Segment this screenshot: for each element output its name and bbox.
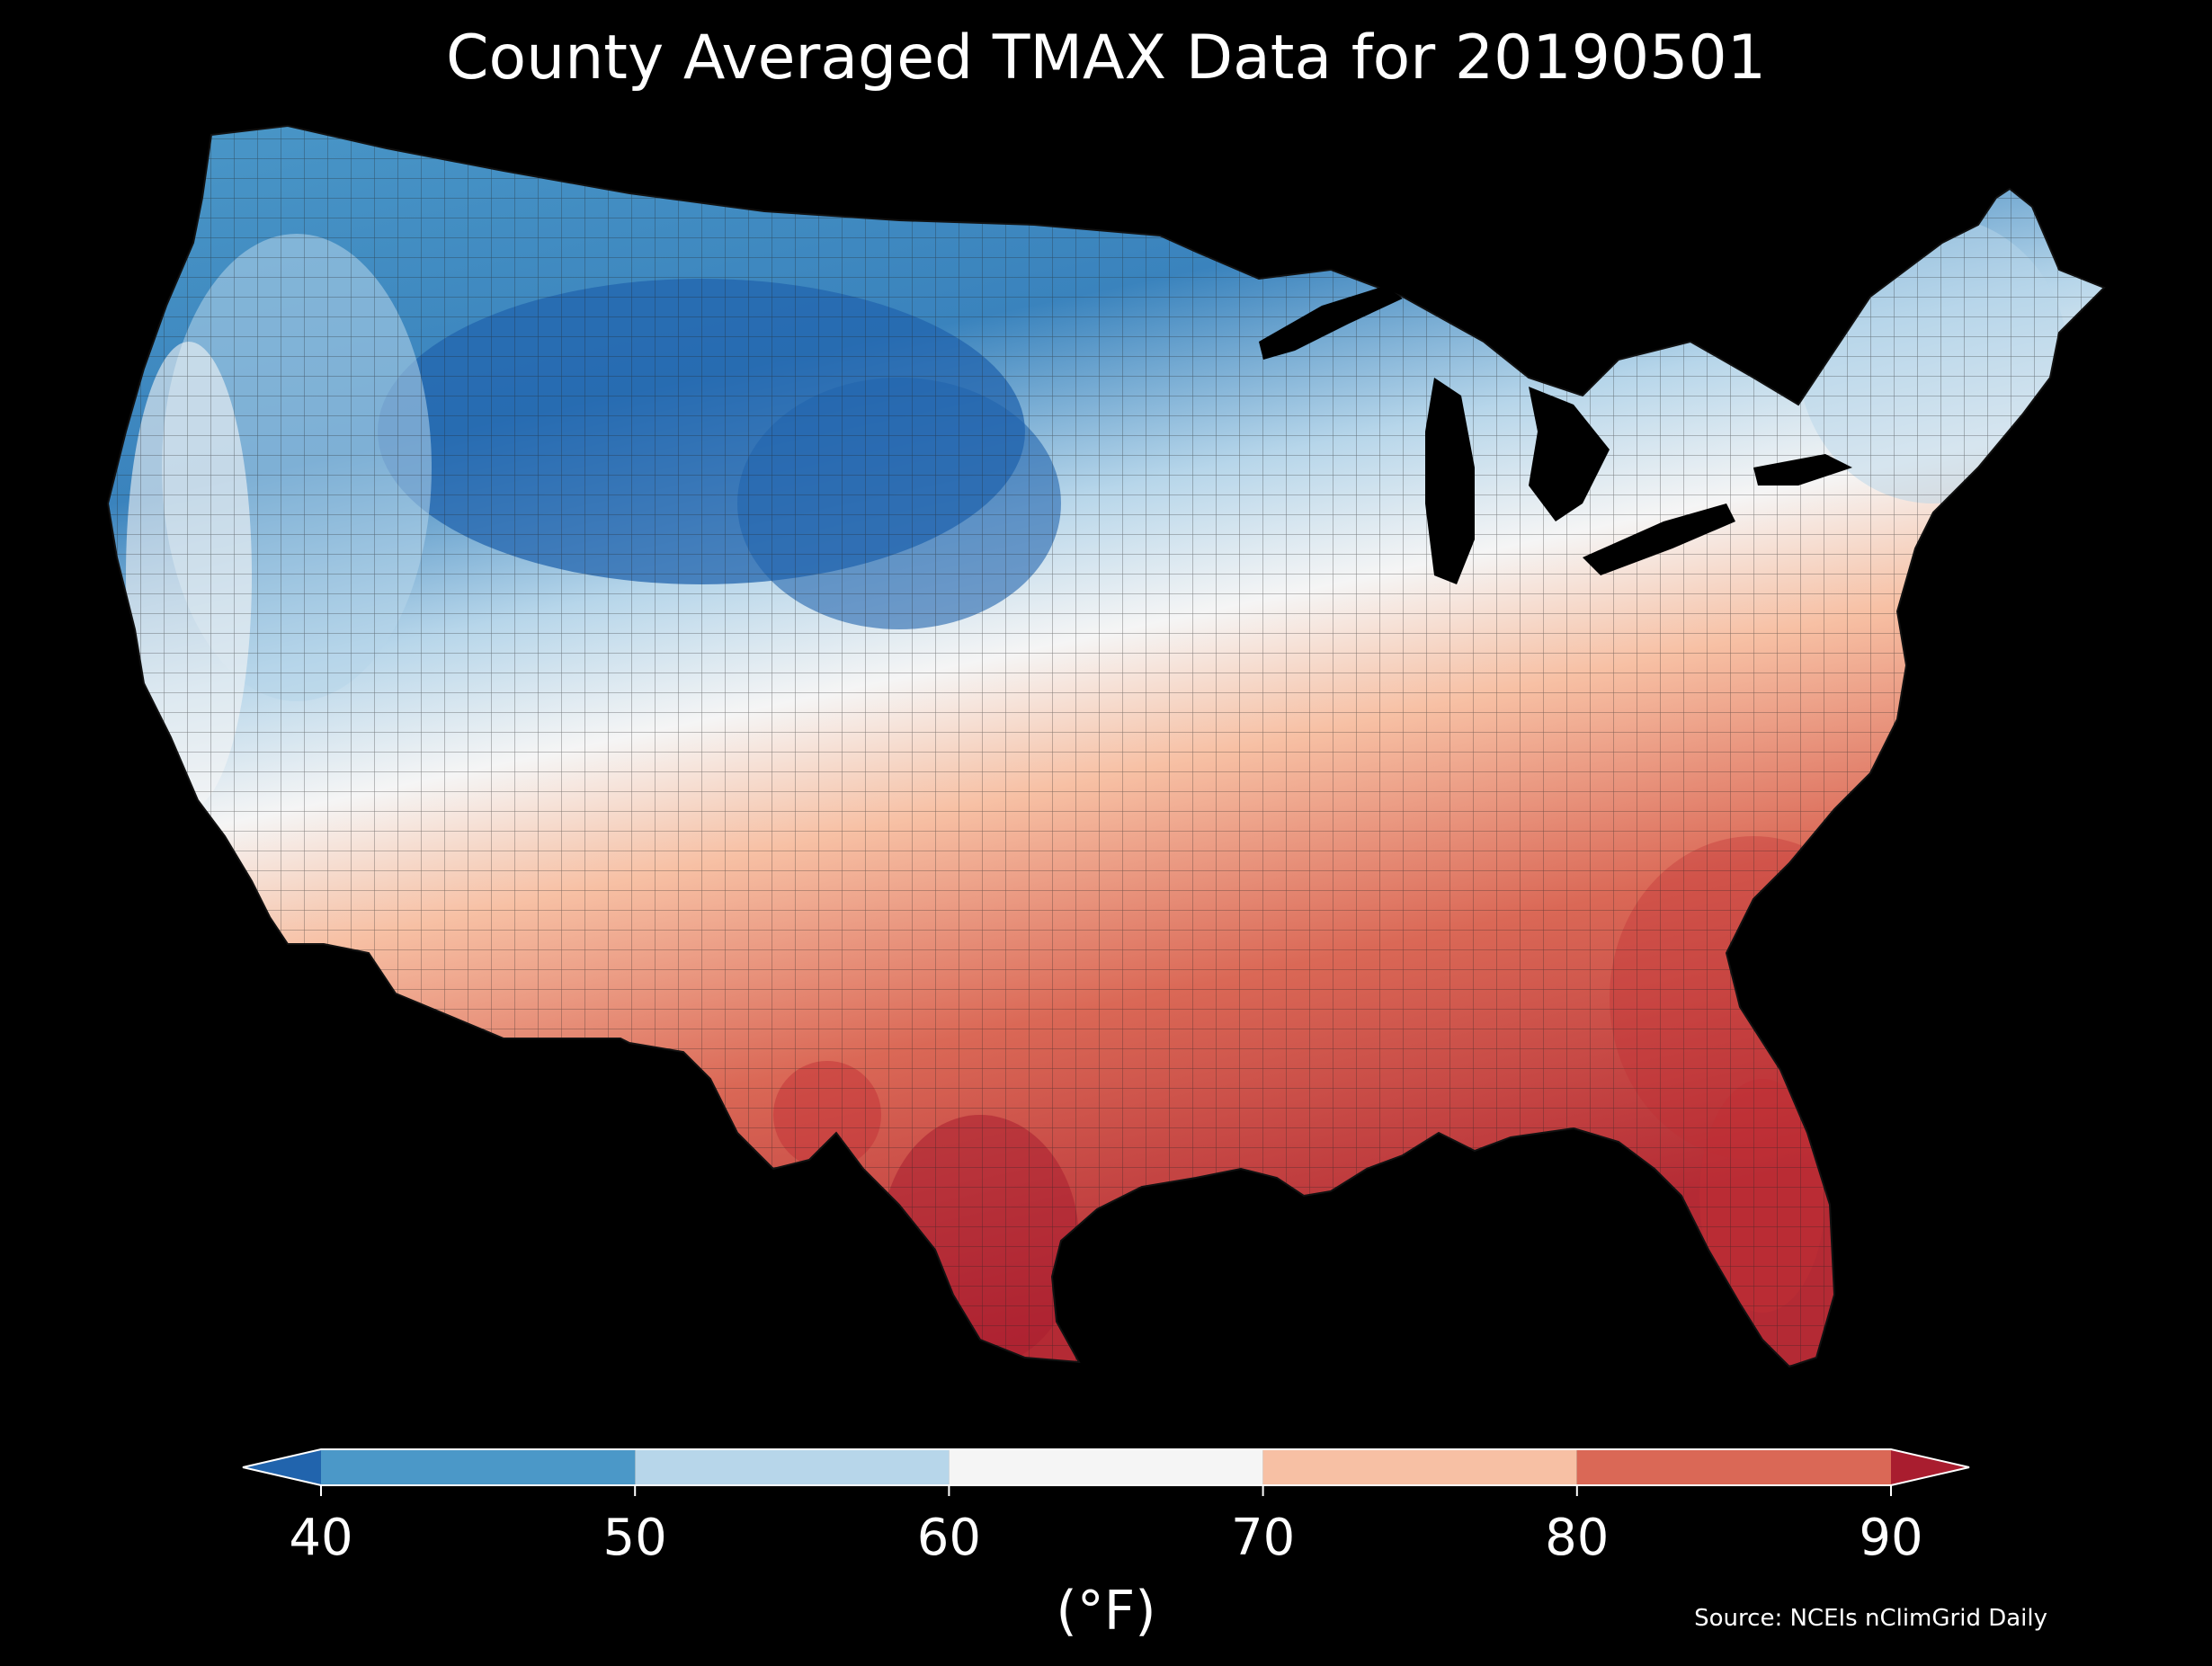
colorbar-tick-label: 80 (1545, 1509, 1610, 1567)
lake-ontario (1753, 454, 1852, 486)
colorbar-bin-4 (1576, 1449, 1891, 1485)
lake-superior (1259, 286, 1403, 360)
colorbar-over-arrow (1891, 1449, 1969, 1485)
source-credit: Source: NCEIs nClimGrid Daily (1694, 1605, 2047, 1632)
colorbar-tick-label: 40 (289, 1509, 353, 1567)
colorbar-under-arrow (243, 1449, 321, 1485)
colorbar-tick-label: 70 (1230, 1509, 1296, 1567)
map-title: County Averaged TMAX Data for 20190501 (446, 22, 1766, 94)
colorbar-bin-0 (321, 1449, 636, 1485)
colorbar-unit-label: (°F) (1056, 1580, 1156, 1643)
lake-michigan (1425, 378, 1475, 584)
colorbar-bin-3 (1262, 1449, 1577, 1485)
colorbar-bin-1 (635, 1449, 950, 1485)
colorbar-tick-label: 90 (1859, 1509, 1923, 1567)
lake-huron (1529, 387, 1610, 521)
lake-erie (1583, 503, 1735, 575)
colorbar-tick-label: 60 (916, 1509, 982, 1567)
colorbar-tick-label: 50 (602, 1509, 667, 1567)
colorbar-bin-2 (949, 1449, 1263, 1485)
